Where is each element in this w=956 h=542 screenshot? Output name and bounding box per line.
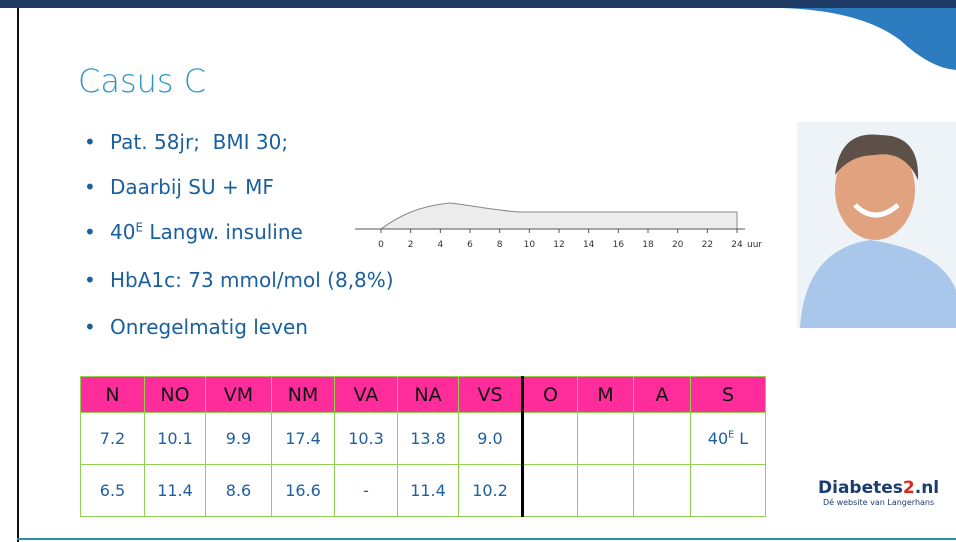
table-row: 7.2 10.1 9.9 17.4 10.3 13.8 9.0 40E L [81,413,766,465]
x-tick-label: 8 [497,240,503,250]
header-cell: VA [335,377,398,413]
table-cell: 11.4 [398,465,459,517]
logo-tagline: Dé website van Langerhans [818,498,939,507]
x-tick-label: 20 [672,240,684,250]
text: - [363,481,369,500]
bullet-item: •40E Langw. insuline [84,220,303,244]
table-cell: 17.4 [272,413,335,465]
bullet-dot: • [84,220,110,244]
table-cell: 11.4 [145,465,206,517]
text: 11.4 [410,481,446,500]
header-cell: NM [272,377,335,413]
table-cell [634,465,691,517]
slide: Casus C 024681012141618202224uur Diabete… [0,0,956,542]
text: 8.6 [226,481,251,500]
logo-name: Diabetes2.nl [818,478,939,498]
x-tick-label: 14 [583,240,595,250]
text-segment: 40 [708,429,728,448]
text: Onregelmatig leven [110,315,308,339]
table-cell: 10.1 [145,413,206,465]
table-cell [578,413,634,465]
bullet-item: •Daarbij SU + MF [84,175,274,199]
table-cell: - [335,465,398,517]
table-cell: 13.8 [398,413,459,465]
logo: Diabetes2.nl Dé website van Langerhans [818,478,939,507]
text: 13.8 [410,429,446,448]
bullet-dot: • [84,315,110,339]
table-cell [634,413,691,465]
x-tick-label: 24 [731,240,743,250]
header-cell: O [523,377,578,413]
table-cell: 9.9 [206,413,272,465]
superscript: E [135,220,143,234]
x-tick-label: 12 [553,240,564,250]
table-cell [523,465,578,517]
header-cell: NA [398,377,459,413]
text: 7.2 [100,429,125,448]
text: 10.2 [472,481,508,500]
x-tick-label: 0 [378,240,384,250]
table-cell: 8.6 [206,465,272,517]
header-cell: VM [206,377,272,413]
text: HbA1c: 73 mmol/mol (8,8%) [110,268,394,292]
text: 10.3 [348,429,384,448]
bullet-dot: • [84,175,110,199]
bullet-item: •HbA1c: 73 mmol/mol (8,8%) [84,268,394,292]
header-cell: A [634,377,691,413]
table-cell [691,465,766,517]
x-axis-unit: uur [747,240,762,250]
table-cell [578,465,634,517]
text: 17.4 [285,429,321,448]
text: 9.9 [226,429,251,448]
table-cell [523,413,578,465]
logo-domain: .nl [915,478,939,498]
table-cell: 40E L [691,413,766,465]
table-cell: 10.2 [459,465,523,517]
x-tick-label: 4 [437,240,443,250]
text-segment: L [734,429,748,448]
x-tick-label: 2 [408,240,414,250]
text: 11.4 [157,481,193,500]
x-tick-label: 10 [524,240,536,250]
x-tick-label: 18 [642,240,654,250]
header-cell: S [691,377,766,413]
text: 16.6 [285,481,321,500]
table-cell: 7.2 [81,413,145,465]
x-tick-label: 16 [613,240,625,250]
table-cell: 10.3 [335,413,398,465]
header-cell: VS [459,377,523,413]
bullet-dot: • [84,268,110,292]
text: Daarbij SU + MF [110,175,274,199]
text: 9.0 [477,429,502,448]
logo-number: 2 [903,478,915,498]
table-cell: 16.6 [272,465,335,517]
header-cell: M [578,377,634,413]
logo-text: Diabetes [818,478,903,498]
text-segment: 40 [110,220,135,244]
table-cell: 6.5 [81,465,145,517]
text: 10.1 [157,429,193,448]
table-row: 6.5 11.4 8.6 16.6 - 11.4 10.2 [81,465,766,517]
bullet-item: •Pat. 58jr; BMI 30; [84,130,288,154]
header-cell: N [81,377,145,413]
x-tick-label: 6 [467,240,473,250]
x-tick-label: 22 [702,240,713,250]
bullet-item: •Onregelmatig leven [84,315,308,339]
text: 6.5 [100,481,125,500]
header-cell: NO [145,377,206,413]
text-segment: Langw. insuline [143,220,303,244]
bullet-dot: • [84,130,110,154]
text: Pat. 58jr; BMI 30; [110,130,288,154]
table-cell: 9.0 [459,413,523,465]
